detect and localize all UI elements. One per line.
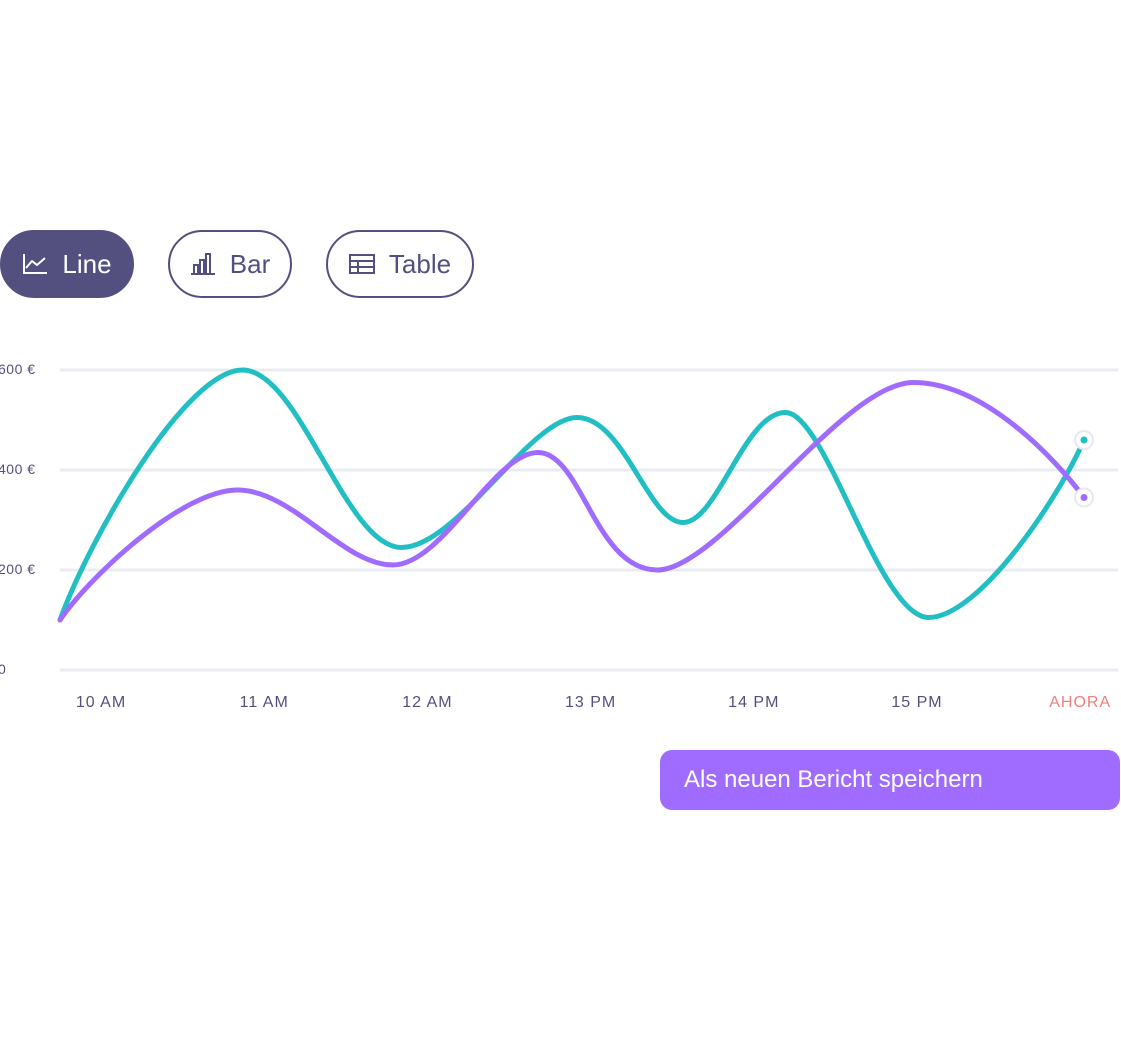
tab-table-label: Table [388,248,452,279]
x-tick-label: 10 AM [76,694,126,711]
bar-chart-icon [190,253,215,275]
x-tick-label: 15 PM [891,694,942,711]
series-line [57,367,1087,623]
x-tick-label: 12 AM [402,694,452,711]
y-tick-label: 200 € [0,561,36,577]
tab-table[interactable]: Table [326,230,474,298]
series-end-point [1080,494,1088,501]
x-tick-label: 11 AM [240,694,289,711]
series-end-point [1080,436,1088,444]
x-tick-label: 14 PM [728,694,779,711]
tab-line-label: Line [62,248,112,279]
chart-type-tabs: Line Bar Table [0,230,500,298]
x-tick-label-now: AHORA [1049,694,1111,711]
line-chart: 0 200 € 400 € 600 € 10 AM 11 AM 12 AM 13 PM 14 P… [0,361,1118,711]
save-report-button[interactable]: Als neuen Bericht speichern [660,750,1120,810]
x-tick-label: 13 PM [565,694,616,711]
save-report-label: Als neuen Bericht speichern [684,766,983,793]
tab-bar-label: Bar [229,248,271,279]
y-tick-label: 0 [0,661,6,677]
tab-line[interactable]: Line [0,230,134,298]
line-chart-icon [23,254,48,274]
tab-bar[interactable]: Bar [168,230,292,298]
y-tick-label: 600 € [0,361,36,377]
y-tick-label: 400 € [0,461,36,477]
series-line [57,380,1087,623]
table-icon [348,254,375,274]
